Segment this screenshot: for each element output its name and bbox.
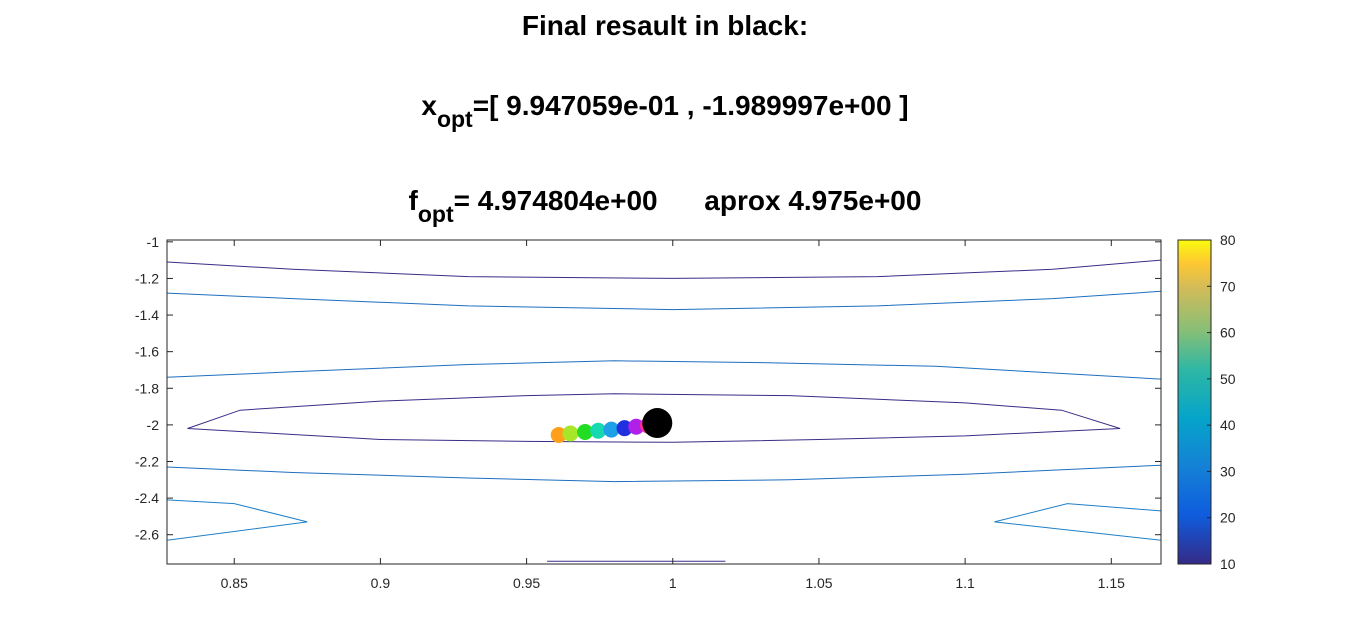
colorbar-tick-label: 10 [1220, 556, 1236, 572]
contour-line-5 [167, 499, 308, 541]
title-line-1: Final resault in black: [0, 10, 1330, 42]
colorbar-tick-label: 80 [1220, 232, 1236, 248]
y-tick-label: -1.8 [135, 380, 159, 396]
x-tick-label: 0.9 [371, 575, 391, 591]
colorbar-tick-label: 70 [1220, 278, 1236, 294]
xopt-value: =[ 9.947059e-01 , -1.989997e+00 ] [472, 90, 909, 121]
iterate-point-2 [577, 424, 594, 441]
iterate-point-0 [550, 426, 567, 443]
final-point [642, 408, 673, 439]
contour-line-3 [187, 393, 1121, 443]
x-tick-label: 0.85 [221, 575, 248, 591]
colorbar-tick-label: 50 [1220, 371, 1236, 387]
y-tick-label: -1 [147, 234, 160, 250]
y-tick-label: -1.4 [135, 307, 159, 323]
fopt-subscript: opt [417, 201, 454, 227]
contour-line-6 [994, 503, 1161, 541]
iterate-point-1 [562, 425, 579, 442]
contour-line-1 [167, 290, 1161, 311]
x-tick-label: 1.15 [1098, 575, 1125, 591]
iterate-point-4 [603, 421, 620, 438]
x-tick-label: 1.1 [955, 575, 975, 591]
y-tick-label: -2.2 [135, 453, 159, 469]
y-tick-label: -1.6 [135, 344, 159, 360]
fopt-symbol: f [408, 185, 418, 216]
colorbar [1177, 239, 1212, 565]
xopt-symbol: x [421, 90, 437, 121]
contour-line-4 [167, 464, 1161, 483]
plot-frame [166, 239, 1162, 565]
y-tick-label: -2.6 [135, 527, 159, 543]
title-text: Final resault in black: [521, 10, 809, 41]
colorbar-tick-label: 30 [1220, 463, 1236, 479]
colorbar-tick-label: 60 [1220, 325, 1236, 341]
x-tick-label: 0.95 [513, 575, 540, 591]
x-tick-label: 1 [669, 575, 677, 591]
iterate-point-3 [590, 422, 607, 439]
xopt-subscript: opt [436, 106, 473, 132]
colorbar-axis: 10 20 30 40 50 60 70 80 [1207, 232, 1236, 572]
y-tick-label: -2 [147, 417, 160, 433]
title-line-3: fopt= 4.974804e+00 aprox 4.975e+00 [0, 185, 1330, 227]
fopt-value: = 4.974804e+00 aprox 4.975e+00 [453, 185, 922, 216]
y-tick-label: -1.2 [135, 270, 159, 286]
contour-line-0 [167, 259, 1161, 279]
colorbar-tick-label: 20 [1220, 510, 1236, 526]
title-line-2: xopt=[ 9.947059e-01 , -1.989997e+00 ] [0, 90, 1330, 132]
x-axis: 0.85 0.9 0.95 1 1.05 1.1 1.15 [221, 240, 1125, 591]
y-axis: -1 -1.2 -1.4 -1.6 -1.8 -2 -2.2 -2.4 -2.6 [135, 234, 1161, 543]
iterate-point-6 [628, 418, 645, 435]
colorbar-tick-label: 40 [1220, 417, 1236, 433]
y-tick-label: -2.4 [135, 490, 159, 506]
iterate-point-5 [616, 420, 633, 437]
contour-lines [167, 259, 1161, 562]
iterate-markers [550, 408, 673, 443]
contour-line-2 [167, 360, 1161, 380]
x-tick-label: 1.05 [805, 575, 832, 591]
